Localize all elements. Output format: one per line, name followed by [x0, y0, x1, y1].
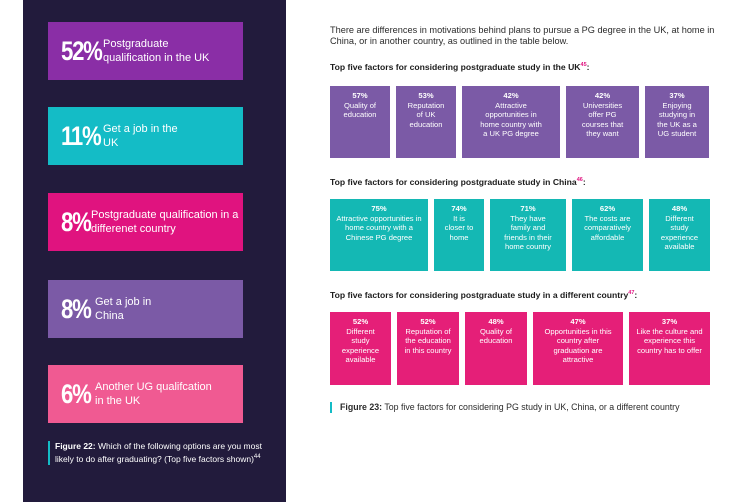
- factor-text: Like the culture and experience this cou…: [636, 326, 703, 355]
- stat-label: Another UG qualifcation in the UK: [95, 381, 212, 407]
- stat-label: Postgraduate qualification in the UK: [103, 38, 210, 64]
- factor-percentage: 52%: [420, 317, 436, 326]
- factor-box-china: 74% It is closer to home: [434, 199, 484, 271]
- factor-box-other-country: 37% Like the culture and experience this…: [629, 312, 710, 385]
- intro-paragraph: There are differences in motivations beh…: [330, 25, 715, 46]
- factor-percentage: 37%: [669, 91, 685, 100]
- factor-text: Different study experience available: [660, 213, 699, 252]
- factor-box-china: 48% Different study experience available: [649, 199, 710, 271]
- stat-label: Get a job in China: [95, 296, 152, 322]
- factor-text: Quality of education: [479, 326, 513, 346]
- stat-percentage: 8%: [61, 206, 92, 237]
- stat-card-job-uk: 11% Get a job in the UK: [48, 107, 243, 165]
- factor-text: Attractive opportunities in home country…: [336, 213, 422, 242]
- figure-caption-text: Which of the following options are you m…: [55, 441, 262, 464]
- factor-box-uk: 53% Reputation of UK education: [396, 86, 456, 158]
- stat-card-pg-other-country: 8% Postgraduate qualification in a diffe…: [48, 193, 243, 251]
- factor-box-uk: 57% Quality of education: [330, 86, 390, 158]
- stat-percentage: 8%: [61, 293, 92, 324]
- factor-box-china: 71% They have family and friends in thei…: [490, 199, 566, 271]
- section-title-text: Top five factors for considering postgra…: [330, 177, 577, 187]
- factor-percentage: 71%: [520, 204, 536, 213]
- figure-22-caption: Figure 22: Which of the following option…: [48, 441, 265, 465]
- factor-text: The costs are comparatively affordable: [584, 213, 631, 242]
- section-title-text: Top five factors for considering postgra…: [330, 290, 629, 300]
- stat-label: Postgraduate qualification in a differen…: [91, 209, 239, 235]
- factor-text: Attractive opportunities in home country…: [480, 100, 542, 139]
- stat-percentage: 52%: [61, 35, 103, 66]
- factor-box-uk: 42% Attractive opportunities in home cou…: [462, 86, 560, 158]
- stat-card-job-china: 8% Get a job in China: [48, 280, 243, 338]
- factor-text: They have family and friends in their ho…: [504, 213, 552, 252]
- factor-text: Universities offer PG courses that they …: [581, 100, 624, 139]
- factor-box-china: 62% The costs are comparatively affordab…: [572, 199, 643, 271]
- stat-percentage: 6%: [61, 378, 92, 409]
- footnote-ref: 45: [580, 62, 587, 69]
- factor-percentage: 53%: [418, 91, 434, 100]
- figure-label: Figure 23:: [340, 402, 383, 412]
- footnote-ref: 46: [576, 177, 583, 184]
- factor-percentage: 47%: [570, 317, 586, 326]
- factor-percentage: 48%: [671, 204, 688, 213]
- factor-text: Quality of education: [343, 100, 377, 120]
- figure-23-caption: Figure 23: Top five factors for consider…: [330, 402, 725, 413]
- factor-text: It is closer to home: [444, 213, 474, 242]
- factor-box-uk: 37% Enjoying studying in the UK as a UG …: [645, 86, 709, 158]
- stat-percentage: 11%: [61, 120, 102, 151]
- stat-card-pg-uk: 52% Postgraduate qualification in the UK: [48, 22, 243, 80]
- factor-box-other-country: 52% Reputation of the education in this …: [397, 312, 459, 385]
- factor-text: Enjoying studying in the UK as a UG stud…: [657, 100, 697, 139]
- footnote-ref: 44: [253, 454, 261, 460]
- factor-box-other-country: 52% Different study experience available: [330, 312, 391, 385]
- factor-text: Different study experience available: [341, 326, 380, 365]
- footnote-ref: 47: [628, 290, 635, 297]
- section-title-uk: Top five factors for considering postgra…: [330, 62, 590, 72]
- figure-label: Figure 22:: [55, 441, 96, 451]
- stat-label: Get a job in the UK: [103, 123, 178, 149]
- factor-percentage: 57%: [352, 91, 368, 100]
- factor-percentage: 52%: [352, 317, 369, 326]
- section-title-china: Top five factors for considering postgra…: [330, 177, 586, 187]
- factor-box-china: 75% Attractive opportunities in home cou…: [330, 199, 428, 271]
- section-title-text: Top five factors for considering postgra…: [330, 62, 581, 72]
- factor-box-uk: 42% Universities offer PG courses that t…: [566, 86, 639, 158]
- figure-caption-text: Top five factors for considering PG stud…: [384, 402, 680, 412]
- factor-percentage: 62%: [599, 204, 616, 213]
- factor-text: Opportunities in this country after grad…: [544, 326, 612, 365]
- factor-text: Reputation of UK education: [407, 100, 445, 129]
- factor-box-other-country: 48% Quality of education: [465, 312, 527, 385]
- section-title-other-country: Top five factors for considering postgra…: [330, 290, 638, 300]
- factor-percentage: 37%: [661, 317, 678, 326]
- factor-text: Reputation of the education in this coun…: [404, 326, 452, 355]
- factor-percentage: 75%: [371, 204, 387, 213]
- left-panel: 52% Postgraduate qualification in the UK…: [23, 0, 286, 502]
- factor-percentage: 42%: [503, 91, 519, 100]
- factor-box-other-country: 47% Opportunities in this country after …: [533, 312, 623, 385]
- factor-percentage: 42%: [594, 91, 611, 100]
- stat-card-ug-uk: 6% Another UG qualifcation in the UK: [48, 365, 243, 423]
- factor-percentage: 48%: [488, 317, 504, 326]
- factor-percentage: 74%: [451, 204, 467, 213]
